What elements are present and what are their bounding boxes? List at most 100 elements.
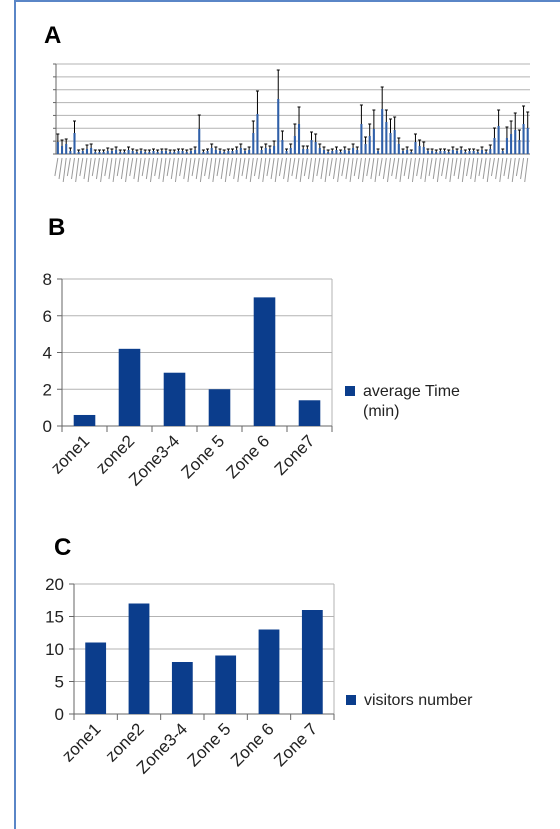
chart-a-category-label (283, 157, 288, 180)
chart-a-bar (73, 133, 76, 154)
chart-a-category-label (370, 157, 375, 180)
chart-a-category-label (478, 157, 483, 177)
chart-a-bar (235, 150, 238, 154)
chart-a-bar (489, 149, 492, 154)
chart-a-category-label (258, 157, 263, 180)
chart-a-bar (223, 152, 226, 154)
chart-c-bar (85, 642, 107, 714)
chart-a-category-label (91, 157, 96, 177)
chart-a-category-label (345, 157, 350, 180)
chart-a-bar (505, 138, 508, 154)
chart-a-category-label (112, 157, 117, 183)
chart-b-legend-label: (min) (363, 403, 399, 420)
chart-a-bar (264, 148, 267, 154)
chart-a-category-label (170, 157, 175, 180)
chart-a-category-label (453, 157, 458, 177)
chart-a-category-label (174, 157, 179, 183)
chart-a-category-label (208, 157, 213, 180)
chart-a-bar (485, 152, 488, 154)
chart-a-bar (526, 128, 529, 154)
chart-a-category-label (166, 157, 171, 177)
chart-a-bar (393, 130, 396, 154)
chart-a-category-label (353, 157, 358, 177)
chart-a-bar (455, 151, 459, 154)
chart-a-bar (115, 150, 118, 154)
chart-a-bar (77, 152, 80, 154)
chart-c-ytick-label: 10 (45, 640, 64, 659)
chart-a-bar (152, 151, 155, 154)
chart-a-category-label (87, 157, 92, 183)
chart-a-category-label (470, 157, 475, 180)
chart-c-legend-swatch (346, 695, 356, 705)
chart-a-category-label (187, 157, 192, 183)
chart-a-bar (198, 129, 201, 154)
chart-a-category-label (79, 157, 84, 177)
chart-a-category-label (66, 157, 71, 177)
chart-a-bar (381, 109, 384, 154)
chart-a-bar (252, 133, 255, 154)
chart-a-category-label (407, 157, 412, 180)
chart-c-bar (301, 610, 323, 714)
chart-a-bar (164, 151, 168, 154)
chart-a-category-label (291, 157, 296, 177)
chart-a-category-label (83, 157, 88, 180)
chart-a-bar (177, 151, 180, 154)
chart-a-category-label (332, 157, 337, 180)
chart-a-category-label (391, 157, 396, 177)
chart-a-bar (389, 133, 392, 154)
chart-a-bar (85, 149, 89, 154)
panel-c-label: C (54, 534, 72, 561)
chart-a-category-label (262, 157, 267, 183)
chart-a-bar (464, 152, 467, 154)
chart-a-category-label (403, 157, 408, 177)
chart-a-bar (119, 152, 122, 154)
chart-c-category-label: Zone 5 (184, 719, 235, 770)
chart-a-bar (106, 151, 109, 154)
chart-b-bar (208, 389, 231, 426)
chart-a-category-label (137, 157, 142, 183)
chart-a-category-label (274, 157, 279, 183)
chart-a-category-label (249, 157, 254, 183)
chart-a-category-label (524, 157, 529, 183)
chart-b-legend-label: average Time (363, 383, 460, 400)
chart-a-bar (135, 152, 138, 154)
frame-top-border (14, 0, 560, 2)
chart-a-bar (352, 148, 355, 154)
chart-c-ytick-label: 0 (55, 705, 64, 724)
chart-a-bar (514, 130, 517, 154)
chart-a-bar (364, 144, 367, 154)
chart-a-bar (202, 152, 205, 154)
chart-a-category-label (95, 157, 100, 180)
chart-a-category-label (445, 157, 450, 180)
chart-a-category-label (466, 157, 470, 177)
chart-a-category-label (183, 157, 188, 180)
chart-a-bar (335, 150, 338, 154)
chart-a-bar (510, 134, 513, 154)
chart-a-bar (148, 152, 151, 154)
chart-c-category-label: Zone 6 (227, 719, 278, 770)
chart-b-bar (73, 414, 96, 426)
chart-a-category-label (191, 157, 196, 177)
chart-a-bar (356, 150, 359, 154)
chart-a-bar (443, 151, 446, 154)
chart-a-category-label (482, 157, 487, 180)
chart-c-ytick-label: 5 (55, 673, 64, 692)
chart-a-bar (518, 140, 521, 154)
chart-a-category-label (490, 157, 495, 177)
chart-a-category-label (387, 157, 391, 183)
chart-a-category-label (141, 157, 146, 177)
chart-a-bar (406, 150, 409, 154)
chart-a-bar (248, 150, 251, 154)
chart-a-bar (281, 140, 284, 154)
chart-c-bar (128, 603, 150, 714)
chart-a-bar (339, 152, 342, 154)
chart-a-bar (285, 151, 288, 154)
chart-a-bar (372, 129, 375, 154)
chart-a-category-label (245, 157, 250, 180)
chart-a-bar (435, 152, 438, 154)
chart-a-bar (185, 152, 188, 154)
chart-a-category-label (341, 157, 346, 177)
chart-a-bar (239, 148, 242, 154)
chart-a-bar (331, 151, 334, 154)
